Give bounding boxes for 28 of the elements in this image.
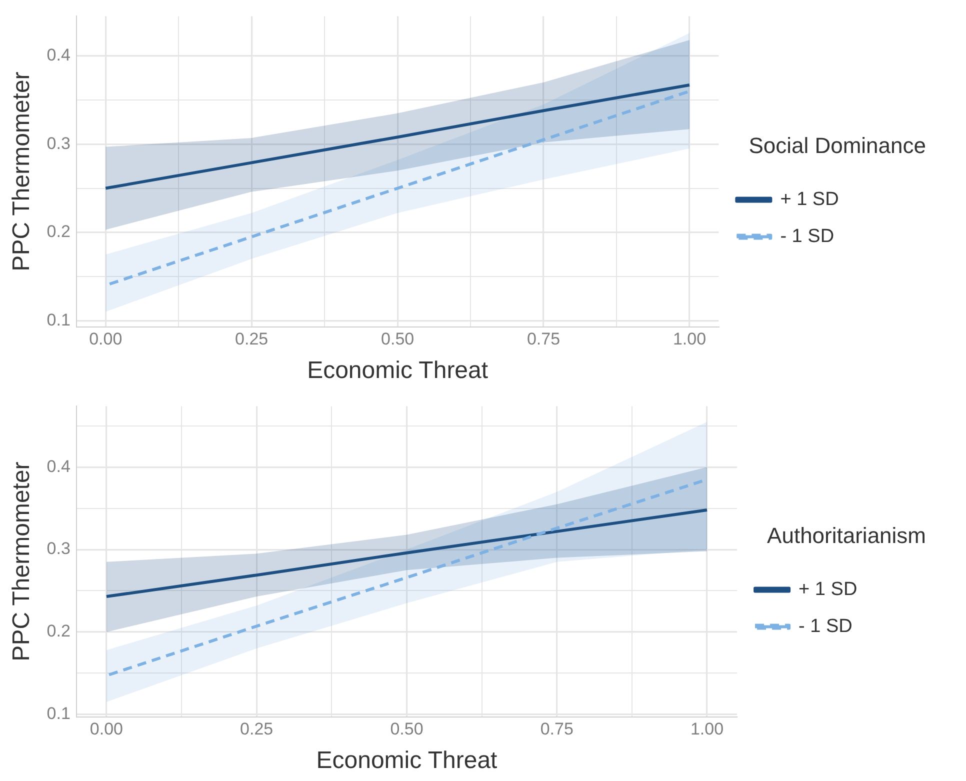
- legend-label: - 1 SD: [798, 616, 852, 637]
- x-tick-label: 0.50: [381, 330, 414, 349]
- y-tick-label: 0.2: [46, 222, 70, 242]
- x-tick-label: 0.75: [526, 330, 560, 349]
- x-axis-title: Economic Threat: [316, 747, 498, 774]
- y-tick-label: 0.1: [46, 704, 70, 724]
- x-tick-label: 1.00: [672, 330, 706, 349]
- legend-label: - 1 SD: [780, 226, 834, 247]
- y-tick-label: 0.3: [46, 539, 70, 558]
- x-tick-label: 0.25: [240, 720, 274, 739]
- y-axis-title: PPC Thermometer: [8, 72, 36, 272]
- y-axis-title: PPC Thermometer: [8, 462, 36, 662]
- x-axis-title: Economic Threat: [307, 357, 488, 384]
- y-tick-label: 0.2: [46, 622, 70, 641]
- x-tick-label: 0.75: [540, 720, 574, 739]
- y-tick-label: 0.4: [46, 456, 70, 476]
- legend-title: Authoritarianism: [767, 522, 926, 548]
- legend-label: + 1 SD: [798, 578, 858, 600]
- y-tick-label: 0.1: [46, 310, 70, 330]
- x-tick-label: 0.25: [235, 330, 268, 349]
- y-tick-label: 0.3: [46, 134, 70, 153]
- x-tick-label: 0.00: [90, 720, 124, 739]
- x-tick-label: 0.50: [390, 720, 424, 739]
- x-tick-label: 0.00: [89, 330, 122, 349]
- legend-title: Social Dominance: [748, 132, 926, 158]
- y-tick-label: 0.4: [46, 46, 70, 65]
- legend-label: + 1 SD: [780, 188, 839, 210]
- x-tick-label: 1.00: [690, 720, 724, 739]
